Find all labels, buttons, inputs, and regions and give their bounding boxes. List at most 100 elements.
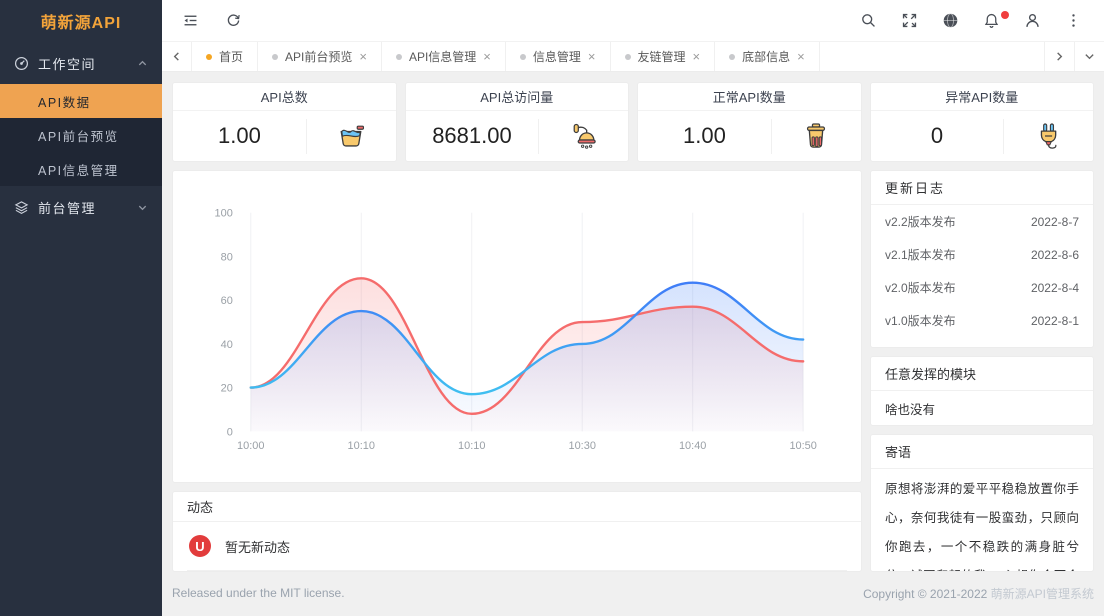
stat-title: API总数: [173, 83, 396, 111]
tab-home[interactable]: 首页: [192, 42, 259, 71]
sidebar-item-label: API信息管理: [38, 163, 119, 178]
tab-dot: [729, 53, 736, 60]
open-tabs: 首页 API前台预览 × API信息管理 × 信息管理 ×: [192, 42, 820, 71]
chevron-right-icon: [1057, 52, 1063, 61]
user-icon[interactable]: [1024, 12, 1041, 29]
stat-title: 异常API数量: [870, 83, 1093, 111]
free-module-content: 啥也没有: [885, 402, 936, 417]
stat-value: 1.00: [683, 123, 726, 148]
changelog-row: v1.0版本发布 2022-8-1: [871, 304, 1093, 337]
sidebar-submenu: API数据 API前台预览 API信息管理: [0, 84, 162, 186]
sidebar-group-label: 工作空间: [38, 56, 97, 72]
tab-api-info[interactable]: API信息管理 ×: [382, 42, 506, 71]
changelog-date: 2022-8-4: [1030, 280, 1079, 295]
activity-empty-row: U 暂无新动态: [187, 522, 847, 571]
traffic-chart: 10:00 10:10 10:10 10:30 10:40 10:50 0 20 40 60 80 1…: [215, 208, 817, 452]
language-globe-icon[interactable]: [942, 12, 959, 29]
changelog-row: v2.2版本发布 2022-8-7: [871, 205, 1093, 238]
tab-label: API信息管理: [408, 50, 477, 64]
tab-close-icon[interactable]: ×: [692, 49, 701, 64]
top-toolbar: [162, 0, 1104, 42]
sidebar-item-label: API前台预览: [38, 129, 119, 144]
tab-close-icon[interactable]: ×: [359, 49, 367, 64]
tabs-menu-button[interactable]: [1074, 42, 1104, 71]
tabs-scroll-right-button[interactable]: [1044, 42, 1074, 71]
tab-dot: [624, 53, 631, 60]
menu-fold-icon[interactable]: [182, 12, 199, 29]
copyright-years: Copyright © 2021-2022: [863, 586, 991, 601]
plug-icon: [1040, 123, 1057, 149]
license-text: Released under the MIT license.: [172, 586, 345, 600]
svg-text:10:10: 10:10: [458, 440, 485, 452]
sidebar-item-api-data[interactable]: API数据: [0, 84, 162, 118]
svg-text:60: 60: [221, 295, 233, 307]
sidebar-group-workspace[interactable]: 工作空间: [0, 42, 162, 84]
tab-close-icon[interactable]: ×: [797, 49, 805, 64]
tab-close-icon[interactable]: ×: [587, 49, 596, 64]
message-title: 寄语: [871, 435, 1093, 469]
traffic-chart-card: 10:00 10:10 10:10 10:30 10:40 10:50 0 20 40 60 80 1…: [172, 170, 862, 483]
changelog-name: v1.0版本发布: [885, 314, 956, 328]
tab-message-manage[interactable]: 信息管理 ×: [506, 42, 611, 71]
changelog-date: 2022-8-6: [1030, 247, 1079, 262]
tab-links-manage[interactable]: 友链管理 ×: [611, 42, 716, 71]
more-kebab-icon[interactable]: [1065, 12, 1082, 29]
copyright-text: Copyright © 2021-2022 萌新源API管理系统: [863, 585, 1094, 602]
dashboard-icon: [14, 56, 29, 70]
tabs-scroll-left-button[interactable]: [162, 42, 192, 71]
sidebar-item-label: API数据: [38, 95, 91, 110]
svg-text:20: 20: [221, 383, 233, 395]
tab-dot: [395, 53, 402, 60]
changelog-title: 更新日志: [871, 171, 1093, 205]
changelog-row: v2.1版本发布 2022-8-6: [871, 238, 1093, 271]
message-content: 原想将澎湃的爱平平稳稳放置你手心，奈何我徒有一股蛮劲，只顾向你跑去，一个不稳跌的…: [885, 482, 1079, 571]
stat-card-api-total: API总数 1.00: [172, 82, 397, 162]
tab-dot: [206, 53, 212, 60]
activity-title: 动态: [173, 492, 861, 522]
tab-label: 首页: [219, 50, 244, 64]
stat-card-api-normal: 正常API数量 1.00: [637, 82, 862, 162]
stat-value: 1.00: [218, 123, 261, 148]
tab-close-icon[interactable]: ×: [483, 49, 491, 64]
changelog-date: 2022-8-7: [1030, 214, 1079, 229]
stat-title: API总访问量: [405, 83, 628, 111]
chevron-left-icon: [173, 52, 179, 61]
changelog-card: 更新日志 v2.2版本发布 2022-8-7 v2.1版本发布 2022-8-6…: [870, 170, 1094, 348]
free-module-card: 任意发挥的模块 啥也没有: [870, 356, 1094, 426]
sidebar-group-label: 前台管理: [38, 200, 97, 216]
tab-label: 底部信息: [742, 50, 791, 64]
chevron-down-icon: [1085, 54, 1094, 60]
svg-text:10:50: 10:50: [789, 440, 816, 452]
refresh-icon[interactable]: [225, 12, 242, 29]
changelog-name: v2.2版本发布: [885, 215, 956, 229]
search-icon[interactable]: [860, 12, 877, 29]
changelog-date: 2022-8-1: [1030, 313, 1079, 328]
activity-card: 动态 U 暂无新动态: [172, 491, 862, 572]
tab-label: API前台预览: [285, 50, 353, 64]
page-footer: Released under the MIT license. Copyrigh…: [172, 580, 1094, 606]
tab-dot: [519, 53, 526, 60]
changelog-row: v2.0版本发布 2022-8-4: [871, 271, 1093, 304]
sidebar-item-api-preview[interactable]: API前台预览: [0, 118, 162, 152]
notification-bell-icon[interactable]: [983, 12, 1000, 29]
stat-card-api-abnormal: 异常API数量 0: [869, 82, 1094, 162]
stat-card-api-visits: API总访问量 8681.00: [404, 82, 629, 162]
trash-bin-icon: [807, 123, 826, 148]
stats-row: API总数 1.00 API总访问量: [172, 82, 1094, 162]
page-content: API总数 1.00 API总访问量: [162, 72, 1104, 616]
changelog-name: v2.0版本发布: [885, 281, 956, 295]
chevron-up-icon: [138, 60, 147, 65]
sidebar: 萌新源API 工作空间 API数据 API前台预览 API信息管理: [0, 0, 162, 616]
fullscreen-icon[interactable]: [901, 12, 918, 29]
svg-text:10:40: 10:40: [679, 440, 706, 452]
tab-footer-info[interactable]: 底部信息 ×: [715, 42, 820, 71]
svg-text:10:10: 10:10: [348, 440, 375, 452]
stat-value: 8681.00: [432, 123, 512, 148]
sidebar-group-frontend[interactable]: 前台管理: [0, 186, 162, 228]
svg-text:10:30: 10:30: [568, 440, 595, 452]
notification-badge: [1001, 11, 1009, 19]
app-logo: 萌新源API: [40, 15, 122, 32]
tab-api-preview[interactable]: API前台预览 ×: [258, 42, 382, 71]
svg-text:10:00: 10:00: [237, 440, 264, 452]
sidebar-item-api-info[interactable]: API信息管理: [0, 152, 162, 186]
